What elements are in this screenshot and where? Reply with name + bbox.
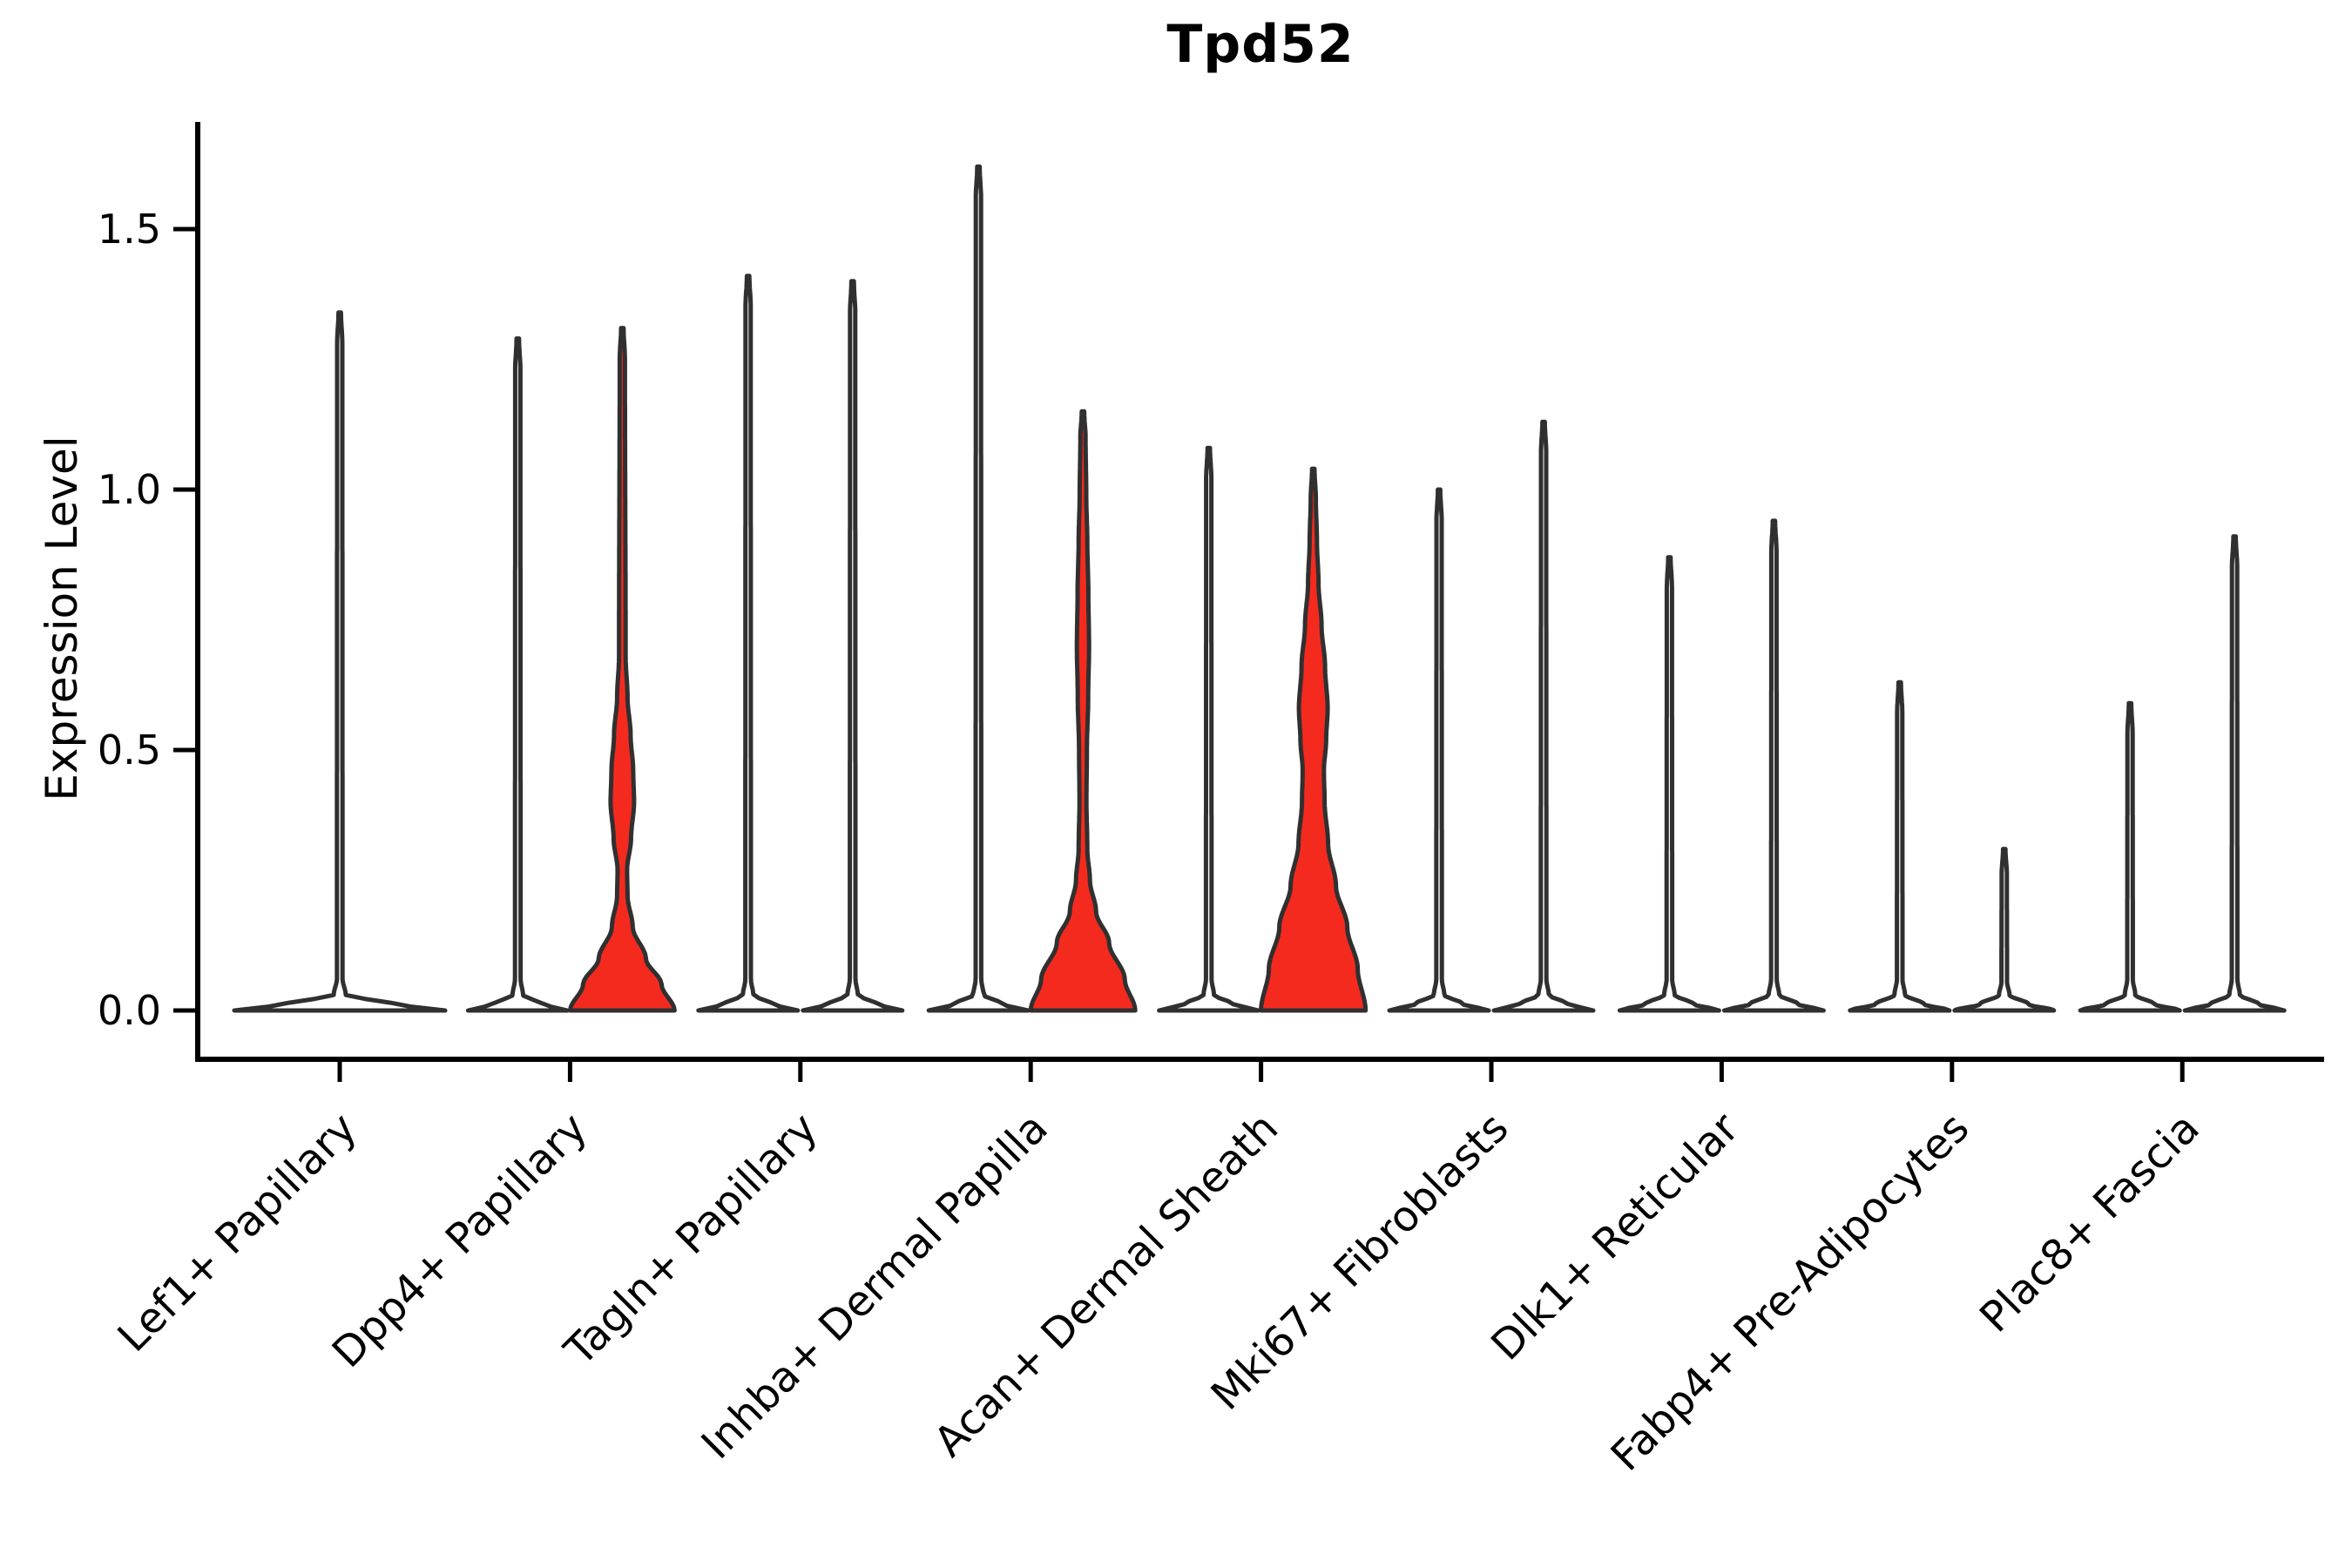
- violin-lef1-full: [232, 310, 448, 1013]
- x-tick-label-plac8: Plac8+ Fascia: [1970, 1104, 2209, 1342]
- violin-fabp4-right: [1952, 847, 2057, 1013]
- x-tick-label-dlk1: Dlk1+ Reticular: [1482, 1104, 1748, 1370]
- y-tick-label: 0.5: [98, 727, 161, 774]
- violin-plac8-left: [2078, 700, 2182, 1013]
- violin-acan-right: [1259, 466, 1369, 1013]
- x-tick-label-tagln: Tagln+ Papillary: [555, 1104, 827, 1375]
- y-tick-label: 1.0: [98, 466, 161, 513]
- violin-plac8-right: [2182, 534, 2287, 1013]
- y-tick-label: 0.0: [98, 987, 161, 1034]
- violin-dlk1-right: [1721, 518, 1826, 1013]
- violin-dpp4-left: [465, 336, 570, 1013]
- violin-acan-left: [1157, 445, 1261, 1013]
- y-axis-title: Expression Level: [37, 436, 87, 801]
- violin-dlk1-left: [1617, 555, 1721, 1013]
- violin-inhba-left: [926, 164, 1031, 1013]
- violin-fabp4-left: [1848, 679, 1952, 1013]
- chart-title: Tpd52: [1166, 14, 1355, 75]
- y-tick-label: 1.5: [98, 206, 161, 253]
- violin-mki67-left: [1387, 487, 1491, 1013]
- x-tick-label-lef1: Lef1+ Papillary: [109, 1104, 367, 1362]
- violin-mki67-right: [1491, 419, 1596, 1013]
- violin-tagln-left: [696, 274, 801, 1013]
- x-tick-label-dpp4: Dpp4+ Papillary: [323, 1104, 597, 1377]
- violin-inhba-right: [1028, 409, 1138, 1013]
- violin-dpp4-right: [567, 326, 677, 1013]
- violin-tagln-right: [801, 279, 905, 1013]
